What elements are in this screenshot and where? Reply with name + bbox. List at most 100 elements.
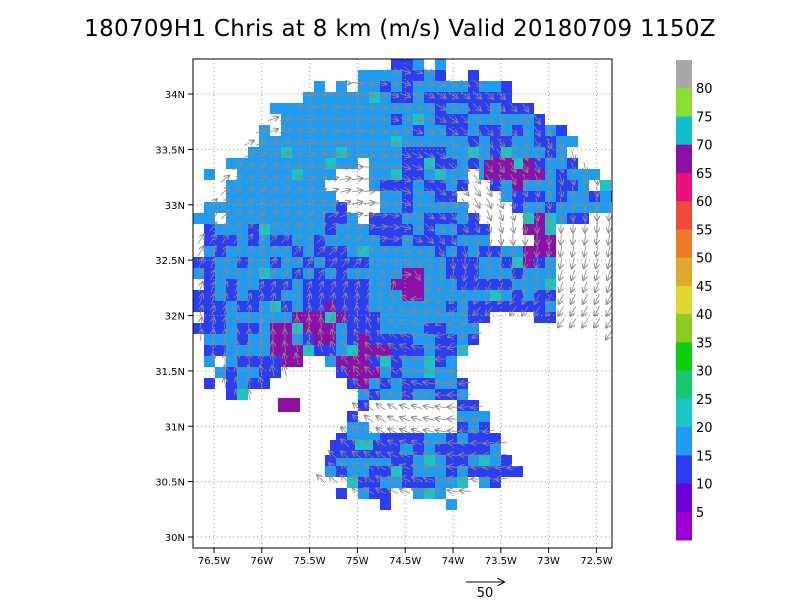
- wind-speed-cell: [413, 235, 424, 246]
- wind-vector: [224, 330, 225, 341]
- wind-vector: [424, 295, 434, 302]
- wind-speed-cell: [336, 125, 347, 136]
- wind-vector: [353, 440, 362, 447]
- wind-speed-cell: [556, 169, 567, 180]
- wind-vector: [363, 94, 375, 96]
- wind-vector: [390, 307, 397, 316]
- wind-speed-cell: [534, 136, 545, 147]
- wind-speed-cell: [325, 290, 336, 301]
- wind-vector: [363, 106, 375, 107]
- wind-speed-cell: [336, 158, 347, 169]
- wind-vector: [436, 139, 445, 146]
- wind-vector: [255, 141, 266, 146]
- wind-vector: [463, 281, 467, 292]
- wind-vector: [284, 366, 287, 377]
- wind-vector: [448, 103, 457, 110]
- wind-speed-cell: [545, 169, 556, 180]
- wind-vector: [388, 489, 399, 494]
- colorbar-swatch: [676, 229, 692, 259]
- wind-vector: [260, 318, 261, 329]
- wind-speed-cell: [270, 323, 281, 334]
- wind-vector: [380, 282, 383, 293]
- wind-vector: [388, 380, 398, 387]
- wind-vector: [424, 310, 435, 313]
- wind-vector: [475, 221, 479, 232]
- wind-vector: [339, 83, 351, 84]
- wind-vector: [315, 177, 326, 181]
- wind-speed-cell: [413, 191, 424, 202]
- colorbar-label: 10: [696, 478, 713, 493]
- wind-vector: [449, 222, 456, 231]
- wind-vector: [282, 270, 288, 281]
- wind-vector: [351, 225, 362, 229]
- wind-speed-cell: [435, 345, 446, 356]
- wind-vector: [460, 467, 471, 468]
- wind-vector: [411, 93, 422, 97]
- wind-speed-cell: [490, 279, 501, 290]
- wind-speed-cell: [369, 92, 380, 103]
- wind-vector: [436, 151, 445, 158]
- wind-vector: [353, 403, 362, 412]
- wind-vector: [327, 212, 338, 218]
- wind-vector: [436, 103, 445, 110]
- wind-speed-cell: [545, 213, 556, 224]
- wind-speed-cell: [369, 367, 380, 378]
- wind-speed-cell: [567, 169, 578, 180]
- wind-speed-cell: [435, 191, 446, 202]
- wind-speed-cell: [402, 356, 413, 367]
- wind-vector: [606, 305, 612, 316]
- x-tick-label: 72.5W: [580, 556, 612, 567]
- wind-speed-cell: [204, 202, 215, 213]
- wind-vector: [423, 116, 434, 122]
- wind-speed-cell: [369, 345, 380, 356]
- wind-vector: [399, 213, 410, 216]
- wind-vector: [308, 306, 309, 317]
- wind-vector: [388, 428, 399, 434]
- wind-speed-cell: [281, 213, 292, 224]
- wind-vector: [424, 175, 433, 182]
- wind-speed-cell: [259, 268, 270, 279]
- wind-vector: [450, 294, 457, 303]
- wind-vector: [233, 246, 240, 256]
- wind-speed-cell: [424, 301, 435, 312]
- wind-speed-cell: [446, 356, 457, 367]
- wind-speed-cell: [402, 477, 413, 488]
- wind-speed-cell: [281, 334, 292, 345]
- wind-speed-cell: [204, 224, 215, 235]
- wind-speed-cell: [281, 268, 292, 279]
- wind-speed-cell: [237, 235, 248, 246]
- wind-speed-cell: [369, 257, 380, 268]
- wind-speed-cell: [457, 323, 468, 334]
- wind-vector: [440, 257, 443, 269]
- wind-vector: [582, 306, 589, 316]
- wind-speed-cell: [424, 169, 435, 180]
- wind-speed-cell: [358, 268, 369, 279]
- wind-vector: [428, 269, 429, 281]
- wind-speed-cell: [391, 103, 402, 114]
- wind-speed-cell: [413, 356, 424, 367]
- wind-vector: [461, 210, 468, 219]
- wind-speed-cell: [358, 301, 369, 312]
- wind-speed-cell: [380, 70, 391, 81]
- wind-vector: [363, 191, 375, 192]
- wind-vector: [315, 142, 327, 144]
- wind-vector: [291, 106, 303, 108]
- wind-speed-cell: [226, 312, 237, 323]
- wind-vector: [344, 318, 346, 329]
- wind-speed-cell: [402, 70, 413, 81]
- wind-speed-cell: [226, 356, 237, 367]
- wind-vector: [281, 235, 288, 244]
- wind-vector: [307, 282, 311, 293]
- wind-speed-cell: [424, 455, 435, 466]
- wind-speed-cell: [391, 268, 402, 279]
- wind-vector: [220, 176, 229, 183]
- wind-vector: [321, 306, 322, 317]
- wind-speed-cell: [501, 92, 512, 103]
- wind-speed-cell: [523, 158, 534, 169]
- wind-vector: [571, 149, 574, 160]
- wind-vector: [423, 128, 434, 133]
- colorbar-swatch: [676, 201, 692, 230]
- wind-speed-cell: [369, 279, 380, 290]
- wind-vector: [524, 197, 527, 209]
- wind-speed-cell: [259, 367, 270, 378]
